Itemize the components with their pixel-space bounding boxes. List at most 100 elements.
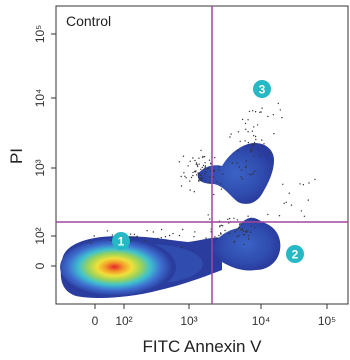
x-tick-label: 10² xyxy=(115,314,132,328)
event-dot xyxy=(207,168,209,170)
event-dot xyxy=(229,136,231,138)
x-tick-label: 10³ xyxy=(180,314,197,328)
event-dot xyxy=(185,177,187,179)
event-dot xyxy=(195,162,198,164)
event-dot xyxy=(166,239,168,241)
event-dot xyxy=(146,230,148,232)
event-dot xyxy=(299,183,301,185)
event-dot xyxy=(239,222,241,225)
event-dot xyxy=(233,241,235,243)
event-dot xyxy=(240,223,243,225)
event-dot xyxy=(198,157,200,159)
event-dot xyxy=(256,124,259,126)
event-dot xyxy=(178,234,181,237)
x-tick-label: 10⁵ xyxy=(318,314,336,328)
event-dot xyxy=(249,148,252,151)
population-marker-1: 1 xyxy=(112,232,130,250)
event-dot xyxy=(253,141,256,144)
event-dot xyxy=(164,236,167,238)
event-dot xyxy=(201,166,203,169)
event-dot xyxy=(251,173,253,176)
event-dot xyxy=(236,162,238,164)
event-dot xyxy=(194,241,196,243)
event-dot xyxy=(214,157,216,159)
event-dot xyxy=(213,169,215,171)
event-dot xyxy=(245,165,247,167)
event-dot xyxy=(152,231,154,233)
event-dot xyxy=(187,165,189,167)
event-dot xyxy=(209,176,211,178)
event-dot xyxy=(198,163,200,165)
event-dot xyxy=(249,231,252,233)
event-dot xyxy=(213,193,215,196)
event-dot xyxy=(247,141,250,144)
event-dot xyxy=(247,215,249,217)
event-dot xyxy=(241,227,243,229)
event-dot xyxy=(244,140,246,142)
event-dot xyxy=(180,175,182,178)
event-dot xyxy=(252,110,254,112)
event-dot xyxy=(236,235,238,238)
event-dot xyxy=(303,215,306,217)
event-dot xyxy=(241,229,243,231)
event-dot xyxy=(133,233,136,236)
event-dot xyxy=(261,139,263,141)
event-dot xyxy=(251,147,253,149)
event-dot xyxy=(144,239,147,242)
event-dot xyxy=(219,232,222,234)
event-dot xyxy=(237,150,239,152)
event-dot xyxy=(314,178,316,181)
event-dot xyxy=(233,217,235,220)
scatter-events xyxy=(87,102,316,248)
event-dot xyxy=(230,133,232,135)
event-dot xyxy=(288,192,290,194)
y-tick-label: 10⁵ xyxy=(33,25,47,43)
event-dot xyxy=(192,171,194,174)
event-dot xyxy=(218,166,220,168)
event-dot xyxy=(244,122,247,125)
population-marker-1-label: 1 xyxy=(118,235,125,249)
event-dot xyxy=(268,151,270,154)
event-dot xyxy=(290,204,293,206)
event-dot xyxy=(136,235,138,237)
event-dot xyxy=(198,180,200,182)
event-dot xyxy=(197,165,199,168)
event-dot xyxy=(237,131,240,133)
event-dot xyxy=(168,234,171,237)
event-dot xyxy=(245,128,247,130)
event-dot xyxy=(234,231,236,233)
event-dot xyxy=(252,155,255,157)
event-dot xyxy=(240,176,242,178)
event-dot xyxy=(253,126,255,128)
event-dot xyxy=(267,115,269,118)
event-dot xyxy=(255,138,257,141)
event-dot xyxy=(178,161,181,163)
event-dot xyxy=(247,238,250,240)
event-dot xyxy=(224,229,226,232)
event-dot xyxy=(245,160,248,162)
event-dot xyxy=(208,167,210,169)
event-dot xyxy=(285,201,287,203)
event-dot xyxy=(228,217,231,220)
event-dot xyxy=(253,135,255,137)
event-dot xyxy=(255,219,257,222)
event-dot xyxy=(199,174,202,177)
x-axis-title: FITC Annexin V xyxy=(142,337,262,356)
event-dot xyxy=(220,183,222,185)
event-dot xyxy=(106,230,109,232)
event-dot xyxy=(272,114,275,116)
x-tick-label: 10⁴ xyxy=(252,314,271,328)
population-1-cloud xyxy=(60,236,222,298)
event-dot xyxy=(240,169,243,171)
event-dot xyxy=(210,163,212,165)
population-marker-3-label: 3 xyxy=(259,83,266,97)
event-dot xyxy=(244,166,247,169)
event-dot xyxy=(202,164,205,167)
population-marker-3: 3 xyxy=(253,80,271,98)
event-dot xyxy=(247,230,249,232)
event-dot xyxy=(189,180,191,182)
event-dot xyxy=(239,140,241,143)
event-dot xyxy=(218,169,220,171)
event-dot xyxy=(182,228,184,231)
event-dot xyxy=(135,236,137,238)
